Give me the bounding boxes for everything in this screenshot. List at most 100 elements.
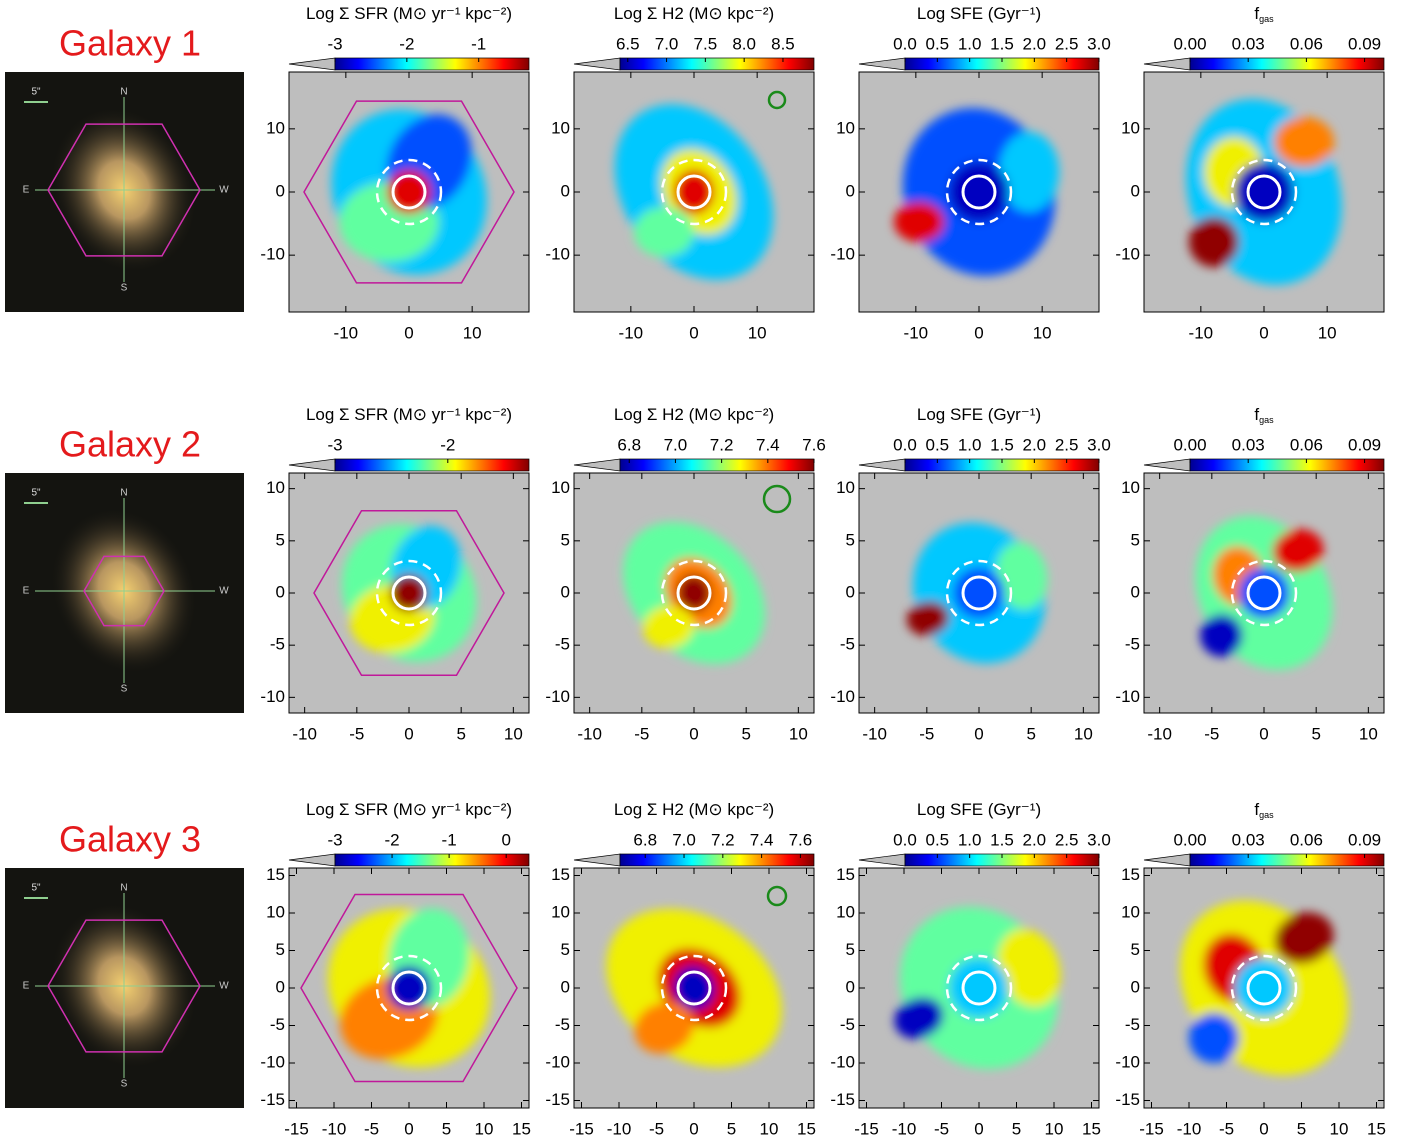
y-tick-label: -10 (830, 245, 855, 264)
x-tick-label: 0 (974, 323, 983, 342)
x-tick-label: 0 (404, 724, 413, 743)
x-tick-label: -15 (1139, 1119, 1164, 1138)
title-text: Log Σ SFR (M⊙ yr⁻¹ kpc⁻²) (306, 405, 512, 424)
colorbar-tick-label: 2.0 (1023, 435, 1047, 454)
x-tick-label: 15 (1367, 1119, 1386, 1138)
colorbar-tick-label: 0.00 (1173, 830, 1206, 849)
compass-n: N (120, 488, 127, 499)
y-tick-label: 5 (1131, 530, 1140, 549)
x-tick-label: 0 (974, 1119, 983, 1138)
y-tick-label: -5 (555, 1015, 570, 1034)
x-tick-label: 5 (741, 724, 750, 743)
colorbar (335, 459, 529, 471)
colorbar-tick-label: 6.5 (616, 34, 640, 53)
x-tick-label: 10 (1359, 724, 1378, 743)
x-tick-label: 10 (463, 323, 482, 342)
y-tick-label: 5 (561, 530, 570, 549)
x-tick-label: 5 (1012, 1119, 1021, 1138)
x-tick-label: -10 (1189, 323, 1214, 342)
colorbar-tick-label: -2 (440, 435, 455, 454)
colorbar-extension (574, 459, 620, 471)
y-tick-label: 0 (276, 181, 285, 200)
colorbar-tick-label: 0.09 (1348, 435, 1381, 454)
title-text: Log SFE (Gyr⁻¹) (917, 4, 1041, 23)
y-tick-label: 0 (1131, 582, 1140, 601)
x-tick-label: -15 (569, 1119, 594, 1138)
y-tick-label: 10 (1121, 902, 1140, 921)
map (859, 72, 1099, 312)
y-tick-label: 10 (551, 902, 570, 921)
y-tick-label: 0 (561, 181, 570, 200)
colorbar-tick-label: 2.0 (1023, 34, 1047, 53)
x-tick-label: 0 (974, 724, 983, 743)
colorbar-tick-label: 8.5 (771, 34, 795, 53)
colorbar (1190, 854, 1384, 866)
x-tick-label: 0 (689, 1119, 698, 1138)
y-tick-label: 10 (266, 118, 285, 137)
map (574, 868, 814, 1108)
y-tick-label: 10 (266, 478, 285, 497)
colorbar-tick-label: -3 (327, 435, 342, 454)
y-tick-label: 5 (846, 940, 855, 959)
colorbar-tick-label: 1.0 (958, 34, 982, 53)
x-tick-label: -15 (284, 1119, 309, 1138)
y-tick-label: -5 (555, 635, 570, 654)
colorbar-tick-label: 1.0 (958, 830, 982, 849)
y-tick-label: 0 (1131, 181, 1140, 200)
title-text: Log Σ H2 (M⊙ kpc⁻²) (614, 4, 774, 23)
map (289, 473, 529, 713)
colorbar-tick-label: 6.8 (617, 435, 641, 454)
y-tick-label: -15 (1115, 1090, 1140, 1109)
x-tick-label: 10 (1074, 724, 1093, 743)
title-text: Log SFE (Gyr⁻¹) (917, 405, 1041, 424)
x-tick-label: 5 (456, 724, 465, 743)
colorbar-extension (289, 854, 335, 866)
colorbar (620, 58, 814, 70)
title-sub: gas (1259, 14, 1274, 24)
emission-blob (894, 202, 944, 242)
y-tick-label: 0 (846, 977, 855, 996)
colorbar (1190, 459, 1384, 471)
colorbar (335, 58, 529, 70)
panel-title: Log Σ SFR (M⊙ yr⁻¹ kpc⁻²) (306, 800, 512, 819)
panel-title: Log Σ H2 (M⊙ kpc⁻²) (614, 405, 774, 424)
compass-e: E (23, 586, 30, 597)
map (574, 473, 814, 713)
x-tick-label: 10 (1045, 1119, 1064, 1138)
y-tick-label: -5 (840, 635, 855, 654)
compass-s: S (121, 684, 128, 695)
x-tick-label: -5 (364, 1119, 379, 1138)
y-tick-label: 5 (1131, 940, 1140, 959)
map (1144, 72, 1384, 312)
scale-label: 5" (31, 87, 41, 98)
x-tick-label: 15 (1082, 1119, 1101, 1138)
colorbar (1190, 58, 1384, 70)
title-text: Log Σ H2 (M⊙ kpc⁻²) (614, 405, 774, 424)
colorbar-extension (1144, 58, 1190, 70)
y-tick-label: -10 (545, 687, 570, 706)
compass-w: W (219, 185, 229, 196)
y-tick-label: -10 (260, 245, 285, 264)
panel-title: Log SFE (Gyr⁻¹) (917, 800, 1041, 819)
map (1144, 473, 1384, 713)
compass-n: N (120, 87, 127, 98)
panel-title: Log Σ H2 (M⊙ kpc⁻²) (614, 800, 774, 819)
colorbar-extension (1144, 854, 1190, 866)
map (1144, 867, 1384, 1109)
colorbar-tick-label: -3 (327, 34, 342, 53)
colorbar-tick-label: 2.0 (1023, 830, 1047, 849)
panel-title: Log Σ SFR (M⊙ yr⁻¹ kpc⁻²) (306, 405, 512, 424)
compass-e: E (23, 185, 30, 196)
y-tick-label: 10 (551, 118, 570, 137)
x-tick-label: 10 (1330, 1119, 1349, 1138)
colorbar-extension (1144, 459, 1190, 471)
colorbar-tick-label: 0.00 (1173, 34, 1206, 53)
y-tick-label: -10 (260, 1052, 285, 1071)
x-tick-label: -10 (904, 323, 929, 342)
colorbar-tick-label: -2 (384, 830, 399, 849)
x-tick-label: 5 (1026, 724, 1035, 743)
x-tick-label: -5 (1204, 724, 1219, 743)
map (859, 473, 1099, 713)
colorbar-tick-label: 6.8 (633, 830, 657, 849)
colorbar-tick-label: 7.2 (710, 435, 734, 454)
